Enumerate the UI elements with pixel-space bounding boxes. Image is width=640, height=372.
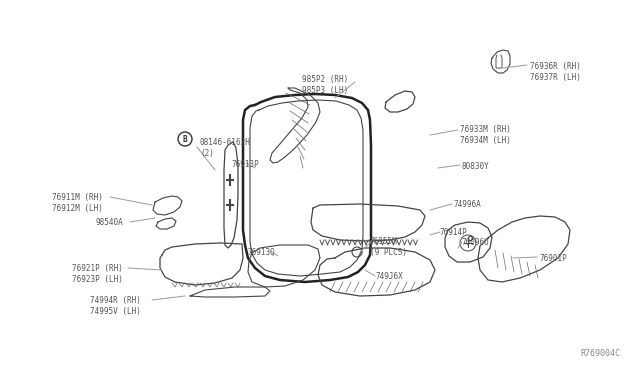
Text: 08146-6162H
(2): 08146-6162H (2) (200, 138, 251, 158)
Text: R769004C: R769004C (580, 349, 620, 358)
Text: 76955M
(9 PLCS): 76955M (9 PLCS) (370, 237, 407, 257)
Text: 76914P: 76914P (440, 228, 468, 237)
Text: 985P2 (RH)
985P3 (LH): 985P2 (RH) 985P3 (LH) (302, 75, 348, 95)
Text: 76936R (RH)
76937R (LH): 76936R (RH) 76937R (LH) (530, 62, 581, 82)
Text: 76921P (RH)
76923P (LH): 76921P (RH) 76923P (LH) (72, 264, 123, 284)
Text: 76096U: 76096U (462, 238, 490, 247)
Text: B: B (182, 135, 188, 144)
Text: 76911M (RH)
76912M (LH): 76911M (RH) 76912M (LH) (52, 193, 103, 213)
Text: 98540A: 98540A (96, 218, 124, 227)
Text: 749J6X: 749J6X (375, 272, 403, 281)
Text: 76901P: 76901P (540, 254, 568, 263)
Text: 76933M (RH)
76934M (LH): 76933M (RH) 76934M (LH) (460, 125, 511, 145)
Text: 80830Y: 80830Y (462, 162, 490, 171)
Text: 74994R (RH)
74995V (LH): 74994R (RH) 74995V (LH) (90, 296, 141, 316)
Text: 76913Q: 76913Q (248, 248, 276, 257)
Text: 74996A: 74996A (454, 200, 482, 209)
Text: 76913P: 76913P (232, 160, 260, 169)
